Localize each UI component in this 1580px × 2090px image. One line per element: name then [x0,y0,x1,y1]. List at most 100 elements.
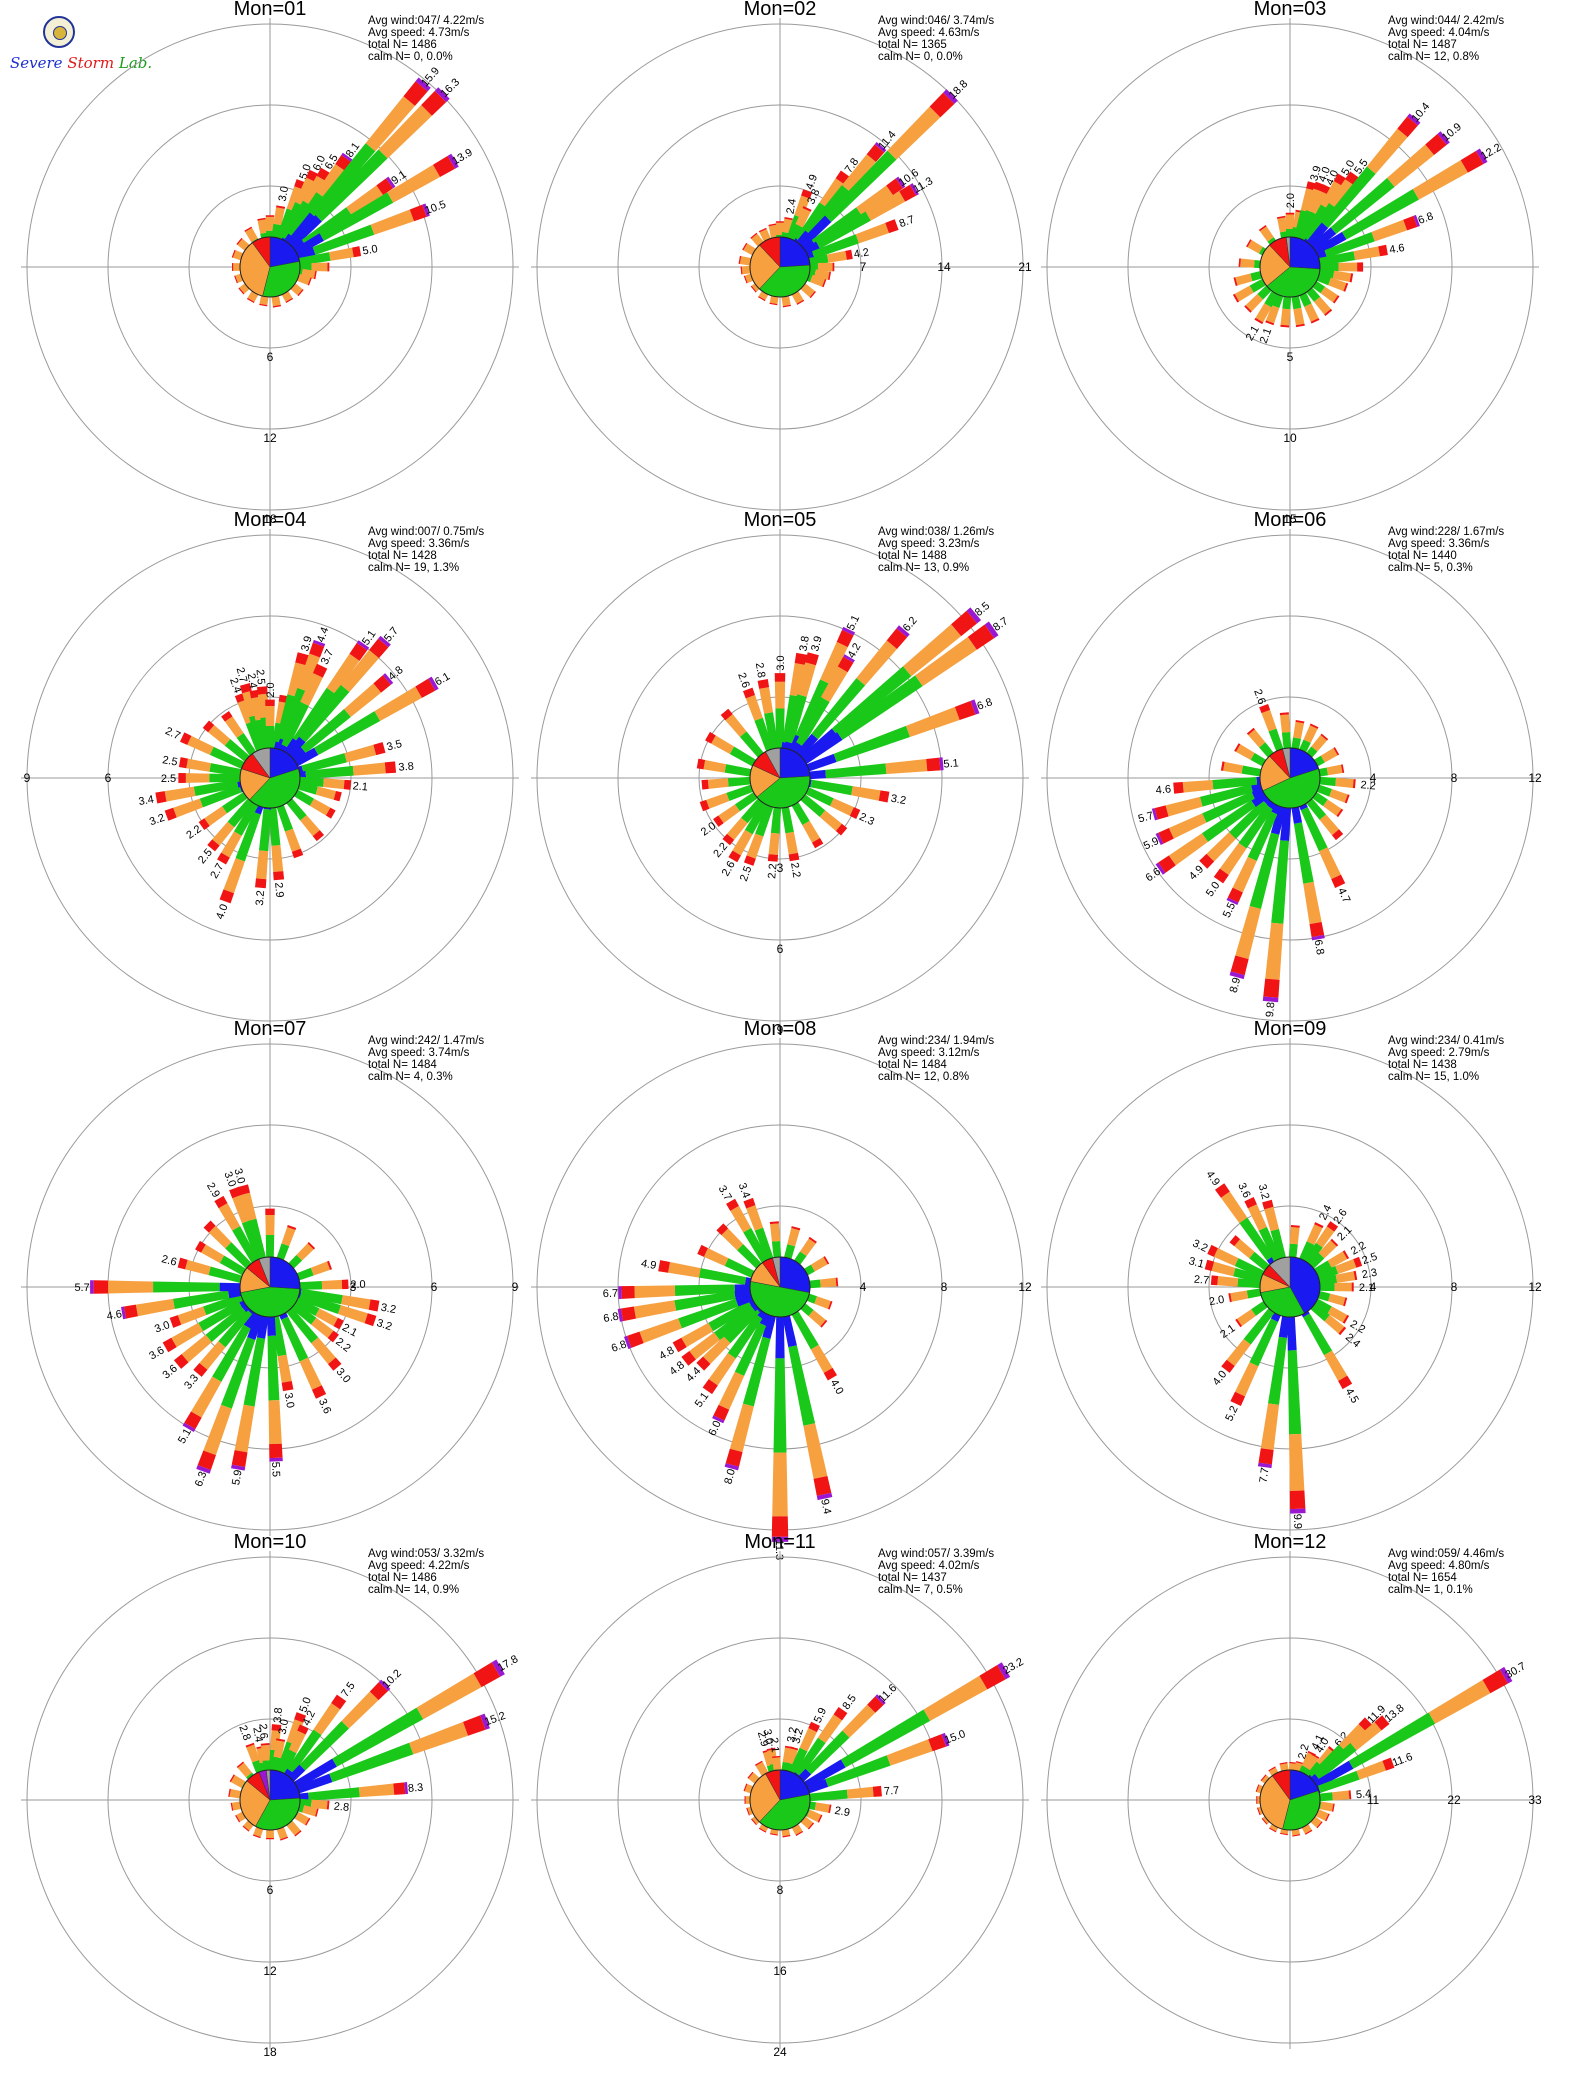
bar-label: 2.4 [1317,1203,1334,1222]
wind-bar-segment [276,205,286,209]
wind-bar-segment [218,1309,253,1348]
wind-bar-segment [201,1244,225,1263]
wind-bar-segment [269,1443,283,1459]
wind-bar-segment [1220,761,1225,771]
wind-bar-segment [1247,1204,1267,1231]
wind-bar-segment [1257,1462,1272,1469]
wind-bar-segment [1321,166,1376,229]
wind-bar-segment [746,833,764,859]
wind-bar-segment [356,640,370,651]
wind-bar-segment [281,1226,296,1247]
bar-label: 3.5 [385,738,403,754]
panel-title: Mon=10 [234,1531,307,1553]
wind-bar-segment [811,678,866,740]
wind-rose-panel: 3 6 92.93.03.02.03.23.22.12.23.03.63.05.55… [21,1018,519,1536]
wind-bar-segment [780,800,794,834]
bar-label: 3.9 [809,635,825,653]
ring-label: 24 [773,2045,787,2059]
wind-bar-segment [1320,286,1338,303]
bar-label: 2.1 [1258,327,1275,345]
wind-bar-segment [259,303,268,307]
wind-bar-segment [231,1450,248,1468]
wind-bar-segment [177,1306,207,1325]
wind-bar-segment [260,1743,270,1746]
bar-label: 16.3 [439,76,463,100]
wind-bar-segment [754,717,775,754]
bar-label: 5.9 [1142,835,1161,852]
wind-bar-segment [294,1812,310,1825]
wind-bar-segment [754,1227,775,1264]
stat-total-n: total N= 1437 [878,1572,947,1584]
wind-bar-segment [1220,1191,1248,1224]
wind-bar-segment [841,626,856,636]
wind-bar-segment [746,1807,750,1816]
bar-label: 2.0 [1285,193,1297,208]
wind-bar-segment [796,697,830,747]
wind-bar-segment [1280,714,1291,733]
wind-bar-segment [878,790,890,803]
wind-bar-segment [309,798,331,816]
wind-bar-segment [185,773,210,783]
wind-bar-segment [182,1422,196,1433]
wind-bar-segment [314,1808,319,1817]
wind-bar-segment [217,852,230,865]
bar-label: 5.1 [845,613,862,632]
wind-bar-segment [758,227,767,233]
wind-bar-segment [246,1744,260,1763]
wind-bar-segment [311,1317,334,1339]
wind-bar-segment [309,642,325,658]
wind-bar-segment [265,706,275,726]
wind-bar-segment [352,246,362,258]
wind-bar-segment [288,1730,306,1754]
wind-bar-segment [207,839,220,852]
wind-bar-segment [789,1746,799,1751]
bar-label: 2.6 [256,1723,269,1739]
wind-bar-segment [1348,1712,1436,1769]
bar-label: 10.5 [423,199,447,218]
wind-bar-segment [447,153,459,169]
stat-calm-n: calm N= 5, 0.3% [1388,562,1473,574]
wind-bar-segment [1403,215,1418,231]
wind-bar-segment [831,666,912,736]
wind-bar-segment [1314,296,1331,315]
wind-bar-segment [1210,1275,1219,1286]
panel-title: Mon=07 [234,1018,307,1040]
panel-title: Mon=01 [234,0,307,20]
bar-label: 5.0 [297,1696,314,1714]
wind-bar-segment [300,672,323,706]
wind-bar-segment [1333,747,1340,756]
stat-avg-speed: Avg speed: 4.63m/s [878,27,980,39]
wind-bar-segment [1265,305,1280,324]
wind-bar-segment [327,262,330,272]
wind-bar-segment [1293,822,1314,884]
wind-bar-segment [1335,1259,1357,1274]
seal-icon [43,16,75,48]
wind-bar-segment [268,806,281,846]
wind-bar-segment [403,81,428,106]
logo-text: Severe Storm Lab. [10,54,152,72]
wind-bar-segment [856,640,898,686]
wind-bar-segment [1305,203,1337,243]
wind-bar-segment [1289,1226,1300,1245]
wind-bar-segment [415,77,431,92]
wind-bar-segment [305,1817,311,1826]
wind-bar-segment [745,694,763,721]
wind-bar-segment [810,1344,833,1373]
bar-label: 4.8 [657,1344,676,1362]
wind-bar-segment [296,273,311,286]
wind-bar-segment [1303,881,1322,925]
wind-bar-segment [1232,293,1240,303]
wind-bar-segment [233,800,260,836]
wind-bar-segment [794,195,810,218]
wind-bar-segment [245,227,258,243]
wind-bar-segment [208,1225,232,1249]
wind-bar-segment [827,271,832,281]
bar-label: 4.0 [1316,165,1333,183]
wind-bar-segment [1311,1753,1320,1759]
wind-bar-segment [794,1737,826,1777]
stat-calm-n: calm N= 14, 0.9% [368,1584,459,1596]
bar-label: 3.6 [1235,1181,1252,1200]
wind-bar-segment [903,624,962,677]
wind-bar-segment [808,1721,820,1733]
bar-label: 4.4 [315,626,332,644]
